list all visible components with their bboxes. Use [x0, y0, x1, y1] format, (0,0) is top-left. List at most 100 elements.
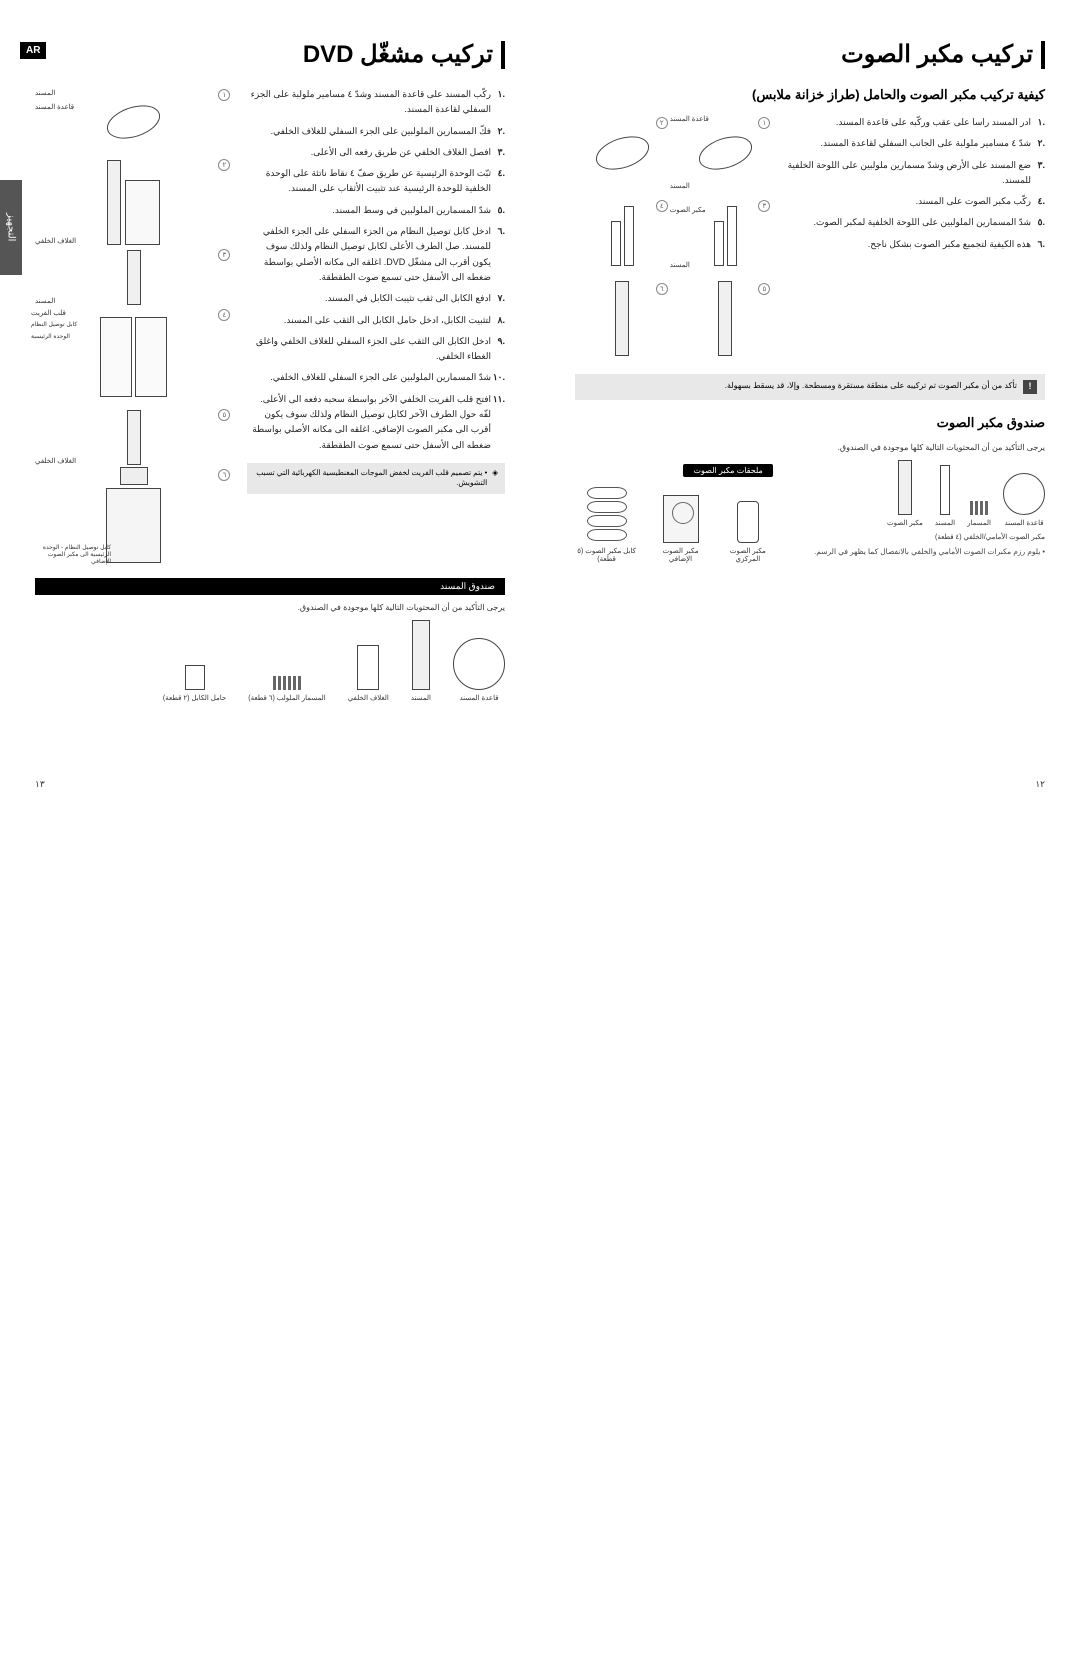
dvd-label-mainunit: الوحدة الرئيسية	[31, 333, 70, 340]
dvd-label-syscable: كابل توصيل النظام	[31, 321, 77, 328]
stand-item-stand: المسند	[411, 620, 431, 702]
tall-speaker-icon-2	[615, 281, 629, 356]
panel-detail-icon-2	[100, 317, 132, 397]
dvd-step-11: افتح قلب الفريت الخلفي الآخر بواسطة سحبه…	[247, 392, 505, 453]
player-rear-icon	[106, 488, 161, 563]
stand-base-icon	[453, 638, 505, 690]
step-4: ركّب مكبر الصوت على المسند.	[787, 194, 1045, 209]
dvd-step-9: ادخل الكابل الى الثقب على الجزء السفلي ل…	[247, 334, 505, 365]
dvd-diagram-4: ٤ قلب الفريت كابل توصيل النظام الوحدة ال…	[35, 307, 232, 407]
stand-pole-icon	[412, 620, 430, 690]
diagram-5: ٥	[678, 281, 773, 356]
steps-column: ادر المسند راسا على عقب وركّبه على قاعدة…	[787, 115, 1045, 364]
caution-icon: !	[1023, 380, 1037, 394]
item-cables: كابل مكبر الصوت (٥ قطعة)	[575, 485, 638, 563]
dvd-step-4: ثبّت الوحدة الرئيسية عن طريق صفّ ٤ نقاط …	[247, 166, 505, 197]
item-base: قاعدة المسند	[1003, 473, 1045, 527]
dvd-label-cable-sub: كابل توصيل النظام - الوحدة الرئيسية الى …	[31, 544, 111, 565]
stand-item-base: قاعدة المسند	[453, 638, 505, 702]
cable-holder-icon	[185, 665, 205, 690]
item-center: مكبر الصوت المركزي	[723, 501, 773, 563]
diagram-column: ١ قاعدة المسند المسند ٢ ٣	[575, 115, 772, 364]
tall-speaker-icon	[718, 281, 732, 356]
dvd-assembled-icon	[127, 410, 141, 465]
page-number-13: ١٣	[35, 779, 45, 790]
subwoofer-icon	[663, 495, 699, 543]
diagram-6: ٦	[575, 281, 670, 356]
dvd-stand-icon	[107, 160, 121, 245]
box-heading: صندوق مكبر الصوت	[575, 415, 1045, 431]
language-badge: AR	[20, 42, 46, 59]
dvd-step-3: افصل الغلاف الخلفي عن طريق رفعه الى الأع…	[247, 145, 505, 160]
cables-icon	[587, 485, 627, 543]
manual-spread: تركيب مكبر الصوت كيفية تركيب مكبر الصوت …	[0, 0, 1080, 810]
page-title-bar-2: تركيب مشغّل DVD	[35, 40, 505, 69]
label-speaker: مكبر الصوت	[670, 206, 706, 214]
stand-icon	[727, 206, 737, 266]
ferrite-core-icon	[120, 467, 148, 485]
dvd-label-stand: المسند	[35, 89, 55, 97]
dvd-step-10: شدّ المسمارين الملولبين على الجزء السفلي…	[247, 370, 505, 385]
dvd-badge-4: ٤	[218, 309, 230, 321]
dvd-badge-5: ٥	[218, 409, 230, 421]
ferrite-note: • يتم تصميم قلب الفريت لخفض الموجات المغ…	[254, 468, 487, 489]
dvd-step-6: ادخل كابل توصيل النظام من الجزء السفلي ع…	[247, 224, 505, 285]
base-icon-2	[592, 130, 654, 176]
dvd-diagram-6: ٦ كابل توصيل النظام - الوحدة الرئيسية ال…	[35, 467, 232, 563]
dvd-step-7: ادفع الكابل الى ثقب تثيبت الكابل في المس…	[247, 291, 505, 306]
step-5: شدّ المسمارين الملولبين على اللوحة الخلف…	[787, 215, 1045, 230]
panel-detail-icon-1	[135, 317, 167, 397]
stand-item-screws: المسمار الملولب (٦ قطعة)	[248, 676, 325, 702]
dvd-label-rear-2: الغلاف الخلفي	[35, 457, 76, 465]
dvd-steps-column: ركّب المسند على قاعدة المسند وشدّ ٤ مسام…	[247, 87, 505, 563]
item-screws: المسمار	[967, 501, 991, 527]
dvd-label-rear: الغلاف الخلفي	[35, 237, 76, 245]
note-bullet-icon: ◈	[492, 468, 498, 489]
ferrite-note-box: ◈ • يتم تصميم قلب الفريت لخفض الموجات ال…	[247, 463, 505, 494]
step-badge-5: ٥	[758, 283, 770, 295]
assembly-steps: ادر المسند راسا على عقب وركّبه على قاعدة…	[787, 115, 1045, 252]
step-1: ادر المسند راسا على عقب وركّبه على قاعدة…	[787, 115, 1045, 130]
step-badge-1: ١	[758, 117, 770, 129]
dvd-unit-icon	[127, 250, 141, 305]
diagram-1: ١ قاعدة المسند المسند	[678, 115, 773, 190]
step-3: ضع المسند على الأرض وشدّ مسمارين ملولبين…	[787, 158, 1045, 189]
dvd-label-stand-3: المسند	[35, 297, 55, 305]
box-note: يرجى التأكيد من أن المحتويات التالية كله…	[575, 443, 1045, 452]
page-title-2: تركيب مشغّل DVD	[303, 40, 493, 69]
center-speaker-icon	[737, 501, 759, 543]
dvd-step-5: شدّ المسمارين الملولبين في وسط المسند.	[247, 203, 505, 218]
stand-item-cover: الغلاف الخلفي	[348, 645, 389, 702]
section-tab: التجهيز	[0, 180, 22, 275]
step-badge-2: ٢	[656, 117, 668, 129]
rear-cover-shape-icon	[357, 645, 379, 690]
dvd-badge-2: ٢	[218, 159, 230, 171]
speaker-box-section: صندوق مكبر الصوت يرجى التأكيد من أن المح…	[575, 415, 1045, 563]
dvd-step-8: لتثبيت الكابل، ادخل حامل الكابل الى الثق…	[247, 313, 505, 328]
screws-icon	[970, 501, 988, 515]
speaker-shape-icon	[898, 460, 912, 515]
dvd-diagram-5: ٥ الغلاف الخلفي	[35, 407, 232, 467]
item-sub: مكبر الصوت الإضافي	[656, 495, 705, 563]
dvd-diagram-2: ٢ الغلاف الخلفي	[35, 157, 232, 247]
assembly-subheading: كيفية تركيب مكبر الصوت والحامل (طراز خزا…	[575, 87, 1045, 103]
foot-note: • يلوم رزم مكبرات الصوت الأمامي والخلفي …	[788, 547, 1045, 558]
base-shape-icon	[1003, 473, 1045, 515]
dvd-diagram-3: ٣ المسند	[35, 247, 232, 307]
dvd-assembly-steps: ركّب المسند على قاعدة المسند وشدّ ٤ مسام…	[247, 87, 505, 453]
stand-item-holder: حامل الكابل (٢ قطعة)	[163, 665, 226, 702]
page-title-bar: تركيب مكبر الصوت	[575, 40, 1045, 69]
stand-box-items: قاعدة المسند المسند الغلاف الخلفي المسما…	[35, 620, 505, 702]
diagram-4: ٤	[575, 198, 670, 273]
step-badge-4: ٤	[656, 200, 668, 212]
dvd-badge-1: ١	[218, 89, 230, 101]
step-badge-3: ٣	[758, 200, 770, 212]
dvd-diagram-column: ١ المسند قاعدة المسند ٢ الغلاف الخلفي	[35, 87, 232, 563]
dvd-badge-6: ٦	[218, 469, 230, 481]
label-base: قاعدة المسند	[670, 115, 709, 123]
rear-cover-icon	[125, 180, 160, 245]
dvd-label-ferrite: قلب الفريت	[31, 309, 66, 317]
stand-icon-3	[624, 206, 634, 266]
stand-icon-4	[611, 221, 621, 266]
page-number-12: ١٢	[1035, 779, 1045, 790]
